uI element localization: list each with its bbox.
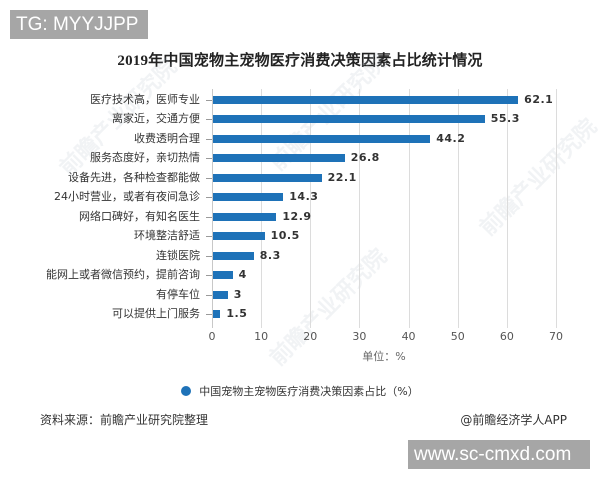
bar	[213, 96, 519, 104]
x-tick-label: 60	[499, 330, 514, 343]
value-label: 26.8	[350, 151, 380, 165]
y-tick-mark	[206, 100, 212, 101]
value-label: 3	[233, 287, 242, 301]
x-tick-label: 0	[208, 330, 216, 343]
bar	[213, 154, 345, 163]
y-tick-mark	[206, 197, 212, 198]
bar	[213, 115, 485, 124]
bar	[213, 310, 221, 319]
value-label: 55.3	[490, 112, 520, 126]
watermark-text: 前瞻产业研究院	[475, 114, 600, 242]
y-tick-mark	[206, 295, 212, 296]
legend-label: 中国宠物主宠物医疗消费决策因素占比（%）	[199, 385, 419, 398]
value-label: 12.9	[282, 209, 312, 223]
value-label: 10.5	[270, 229, 300, 243]
value-label: 22.1	[327, 170, 357, 184]
y-tick-mark	[206, 119, 212, 120]
category-label: 有停车位	[156, 287, 200, 301]
chart-title: 2019年中国宠物主宠物医疗消费决策因素占比统计情况	[117, 53, 483, 69]
bar	[213, 232, 265, 241]
y-tick-mark	[206, 158, 212, 159]
x-tick-label: 10	[254, 330, 269, 343]
category-label: 医疗技术高，医师专业	[90, 93, 200, 106]
gridline	[310, 89, 311, 328]
y-tick-mark	[206, 275, 212, 276]
y-tick-mark	[206, 256, 212, 257]
category-label: 可以提供上门服务	[112, 307, 200, 321]
site-watermark-label: www.sc-cmxd.com	[408, 440, 590, 469]
bar	[213, 212, 277, 221]
value-label: 14.3	[289, 190, 319, 204]
category-label: 网络口碑好，有知名医生	[79, 209, 200, 223]
gridline	[409, 89, 410, 328]
y-tick-mark	[206, 236, 212, 237]
value-label: 8.3	[259, 248, 281, 262]
bar	[213, 134, 431, 143]
gridline	[359, 89, 360, 328]
bar	[213, 271, 233, 280]
legend: 中国宠物主宠物医疗消费决策因素占比（%）	[0, 385, 600, 399]
gridline	[458, 89, 459, 328]
value-label: 44.2	[436, 131, 466, 145]
source-note: 资料来源：前瞻产业研究院整理	[40, 413, 209, 427]
category-label: 收费透明合理	[134, 131, 200, 145]
y-tick-mark	[206, 178, 212, 179]
x-tick-label: 70	[549, 330, 563, 343]
credit-note: @前瞻经济学人APP	[460, 413, 567, 427]
x-tick-label: 20	[303, 330, 318, 343]
y-axis-line	[212, 89, 213, 328]
bar	[213, 290, 228, 299]
y-tick-mark	[206, 217, 212, 218]
category-label: 连锁医院	[156, 248, 200, 262]
tg-watermark-label: TG: MYYJJPP	[10, 10, 148, 39]
category-label: 服务态度好，亲切热情	[90, 151, 200, 165]
value-label: 4	[238, 268, 247, 282]
value-label: 1.5	[226, 307, 248, 321]
x-tick-label: 30	[352, 330, 367, 343]
bar	[213, 251, 254, 260]
gridline	[556, 89, 557, 328]
x-tick-label: 40	[401, 330, 416, 343]
y-tick-mark	[206, 314, 212, 315]
legend-marker-icon	[181, 386, 192, 396]
bar	[213, 193, 284, 202]
value-label: 62.1	[524, 93, 554, 106]
category-label: 24小时营业，或者有夜间急诊	[54, 190, 200, 204]
gridline	[507, 89, 508, 328]
category-label: 离家近，交通方便	[112, 112, 200, 126]
category-label: 设备先进，各种检查都能做	[68, 170, 200, 184]
category-label: 环境整洁舒适	[134, 229, 200, 243]
category-label: 能网上或者微信预约，提前咨询	[46, 268, 200, 282]
y-tick-mark	[206, 139, 212, 140]
gridline	[261, 89, 262, 328]
bar	[213, 173, 322, 182]
x-tick-label: 50	[450, 330, 465, 343]
x-axis-unit-label: 单位：%	[362, 350, 406, 363]
